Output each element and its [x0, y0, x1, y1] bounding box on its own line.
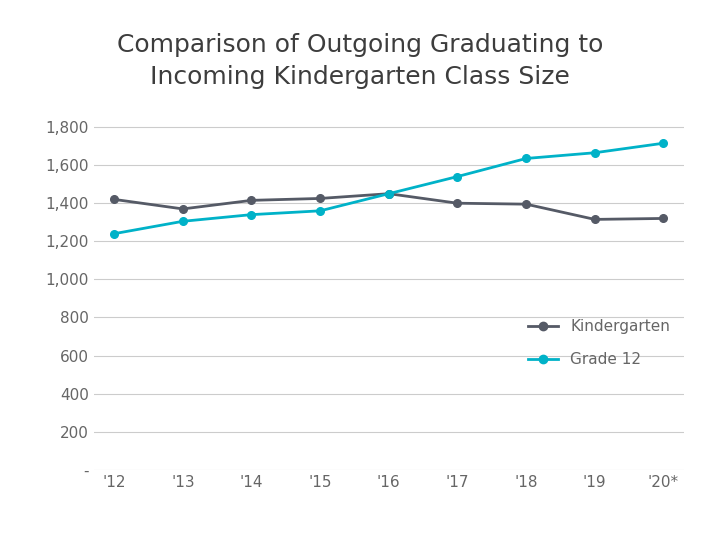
Text: Incoming Kindergarten Class Size: Incoming Kindergarten Class Size: [150, 65, 570, 89]
Text: 8: 8: [688, 511, 698, 529]
Text: P E A R L A N D   I N D E P E N D E N T   S C H O O L   D I S T R I C T: P E A R L A N D I N D E P E N D E N T S …: [22, 513, 460, 526]
Text: Comparison of Outgoing Graduating to: Comparison of Outgoing Graduating to: [117, 33, 603, 57]
Legend: Kindergarten, Grade 12: Kindergarten, Grade 12: [521, 313, 676, 374]
